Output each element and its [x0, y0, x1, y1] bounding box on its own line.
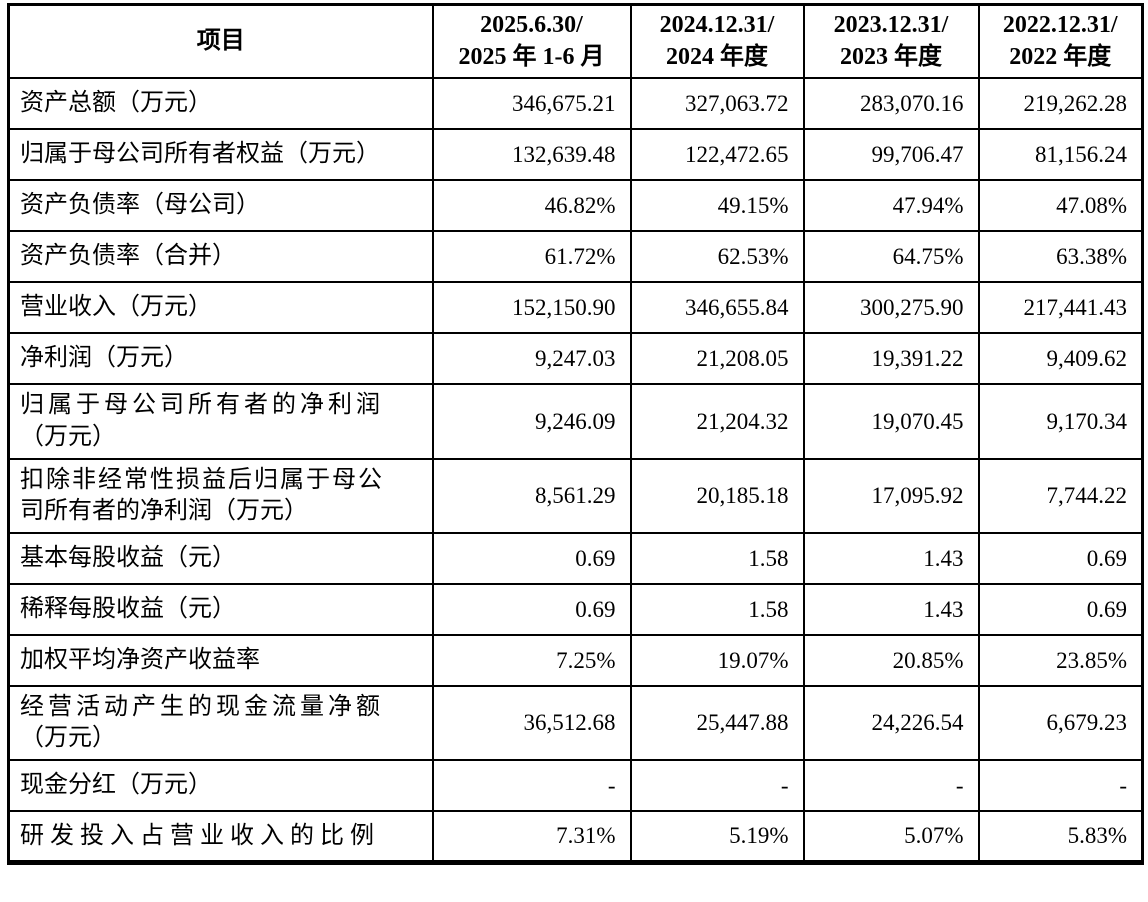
cell-value: 219,262.28: [977, 77, 1144, 131]
cell-value: 7.31%: [431, 810, 632, 864]
cell-value: 36,512.68: [431, 685, 632, 762]
cell-value: 19,391.22: [802, 332, 980, 386]
cell-value: 0.69: [431, 532, 632, 586]
table-row-parent-equity: 归属于母公司所有者权益（万元） 132,639.48 122,472.65 99…: [7, 128, 1144, 182]
cell-value: 0.69: [977, 532, 1144, 586]
cell-value: 9,170.34: [977, 383, 1144, 460]
row-label: 稀释每股收益（元）: [7, 583, 434, 637]
table-row-total-assets: 资产总额（万元） 346,675.21 327,063.72 283,070.1…: [7, 77, 1144, 131]
table-row-rd-expense-ratio: 研发投入占营业收入的比例 7.31% 5.19% 5.07% 5.83%: [7, 810, 1144, 864]
cell-value: -: [629, 759, 805, 813]
financial-summary-table: 项目 2025.6.30/ 2025 年 1-6 月 2024.12.31/ 2…: [7, 3, 1144, 865]
cell-value: 300,275.90: [802, 281, 980, 335]
row-label: 经营活动产生的现金流量净额 （万元）: [7, 685, 434, 762]
table-row-debt-ratio-consolidated: 资产负债率（合并） 61.72% 62.53% 64.75% 63.38%: [7, 230, 1144, 284]
cell-value: 21,208.05: [629, 332, 805, 386]
cell-value: 21,204.32: [629, 383, 805, 460]
col-header-item-label: 项目: [196, 27, 245, 54]
cell-value: 19.07%: [629, 634, 805, 688]
row-label: 现金分红（万元）: [7, 759, 434, 813]
cell-value: 283,070.16: [802, 77, 980, 131]
cell-value: 20,185.18: [629, 457, 805, 535]
row-label: 净利润（万元）: [7, 332, 434, 386]
row-label: 归属于母公司所有者权益（万元）: [7, 128, 434, 182]
row-label: 资产总额（万元）: [7, 77, 434, 131]
row-label: 资产负债率（合并）: [7, 230, 434, 284]
header-row: 项目 2025.6.30/ 2025 年 1-6 月 2024.12.31/ 2…: [7, 3, 1144, 80]
cell-value: 346,675.21: [431, 77, 632, 131]
cell-value: 122,472.65: [629, 128, 805, 182]
cell-value: -: [977, 759, 1144, 813]
cell-value: 0.69: [977, 583, 1144, 637]
col-header-2024: 2024.12.31/ 2024 年度: [629, 3, 805, 80]
row-label: 扣除非经常性损益后归属于母公 司所有者的净利润（万元）: [7, 457, 434, 535]
cell-value: 17,095.92: [802, 457, 980, 535]
row-label: 资产负债率（母公司）: [7, 179, 434, 233]
cell-value: 61.72%: [431, 230, 632, 284]
col-header-2025: 2025.6.30/ 2025 年 1-6 月: [431, 3, 632, 80]
table-row-deducted-net-profit: 扣除非经常性损益后归属于母公 司所有者的净利润（万元） 8,561.29 20,…: [7, 457, 1144, 535]
cell-value: 1.43: [802, 532, 980, 586]
document-page: 项目 2025.6.30/ 2025 年 1-6 月 2024.12.31/ 2…: [7, 3, 1144, 865]
table-row-net-profit: 净利润（万元） 9,247.03 21,208.05 19,391.22 9,4…: [7, 332, 1144, 386]
cell-value: 64.75%: [802, 230, 980, 284]
cell-value: 25,447.88: [629, 685, 805, 762]
cell-value: -: [802, 759, 980, 813]
cell-value: 99,706.47: [802, 128, 980, 182]
cell-value: 81,156.24: [977, 128, 1144, 182]
table-row-basic-eps: 基本每股收益（元） 0.69 1.58 1.43 0.69: [7, 532, 1144, 586]
cell-value: 5.19%: [629, 810, 805, 864]
row-label: 基本每股收益（元）: [7, 532, 434, 586]
table-row-net-profit-to-parent: 归属于母公司所有者的净利润 （万元） 9,246.09 21,204.32 19…: [7, 383, 1144, 460]
cell-value: 7.25%: [431, 634, 632, 688]
cell-value: 1.43: [802, 583, 980, 637]
cell-value: 217,441.43: [977, 281, 1144, 335]
row-label: 归属于母公司所有者的净利润 （万元）: [7, 383, 434, 460]
table-row-operating-cash-flow: 经营活动产生的现金流量净额 （万元） 36,512.68 25,447.88 2…: [7, 685, 1144, 762]
table-row-debt-ratio-parent: 资产负债率（母公司） 46.82% 49.15% 47.94% 47.08%: [7, 179, 1144, 233]
table-row-weighted-avg-roe: 加权平均净资产收益率 7.25% 19.07% 20.85% 23.85%: [7, 634, 1144, 688]
cell-value: -: [431, 759, 632, 813]
col-header-item: 项目: [7, 3, 434, 80]
col-header-2023: 2023.12.31/ 2023 年度: [802, 3, 980, 80]
cell-value: 0.69: [431, 583, 632, 637]
cell-value: 47.08%: [977, 179, 1144, 233]
cell-value: 7,744.22: [977, 457, 1144, 535]
cell-value: 62.53%: [629, 230, 805, 284]
cell-value: 8,561.29: [431, 457, 632, 535]
cell-value: 5.07%: [802, 810, 980, 864]
cell-value: 1.58: [629, 532, 805, 586]
cell-value: 47.94%: [802, 179, 980, 233]
cell-value: 327,063.72: [629, 77, 805, 131]
cell-value: 20.85%: [802, 634, 980, 688]
cell-value: 24,226.54: [802, 685, 980, 762]
cell-value: 152,150.90: [431, 281, 632, 335]
cell-value: 23.85%: [977, 634, 1144, 688]
cell-value: 132,639.48: [431, 128, 632, 182]
row-label: 加权平均净资产收益率: [7, 634, 434, 688]
cell-value: 63.38%: [977, 230, 1144, 284]
table-row-cash-dividend: 现金分红（万元） - - - -: [7, 759, 1144, 813]
table-row-diluted-eps: 稀释每股收益（元） 0.69 1.58 1.43 0.69: [7, 583, 1144, 637]
col-header-2022: 2022.12.31/ 2022 年度: [977, 3, 1144, 80]
cell-value: 5.83%: [977, 810, 1144, 864]
cell-value: 1.58: [629, 583, 805, 637]
row-label: 营业收入（万元）: [7, 281, 434, 335]
cell-value: 346,655.84: [629, 281, 805, 335]
row-label: 研发投入占营业收入的比例: [7, 810, 434, 864]
cell-value: 6,679.23: [977, 685, 1144, 762]
table-row-operating-revenue: 营业收入（万元） 152,150.90 346,655.84 300,275.9…: [7, 281, 1144, 335]
cell-value: 46.82%: [431, 179, 632, 233]
cell-value: 49.15%: [629, 179, 805, 233]
cell-value: 9,246.09: [431, 383, 632, 460]
cell-value: 9,409.62: [977, 332, 1144, 386]
cell-value: 9,247.03: [431, 332, 632, 386]
cell-value: 19,070.45: [802, 383, 980, 460]
